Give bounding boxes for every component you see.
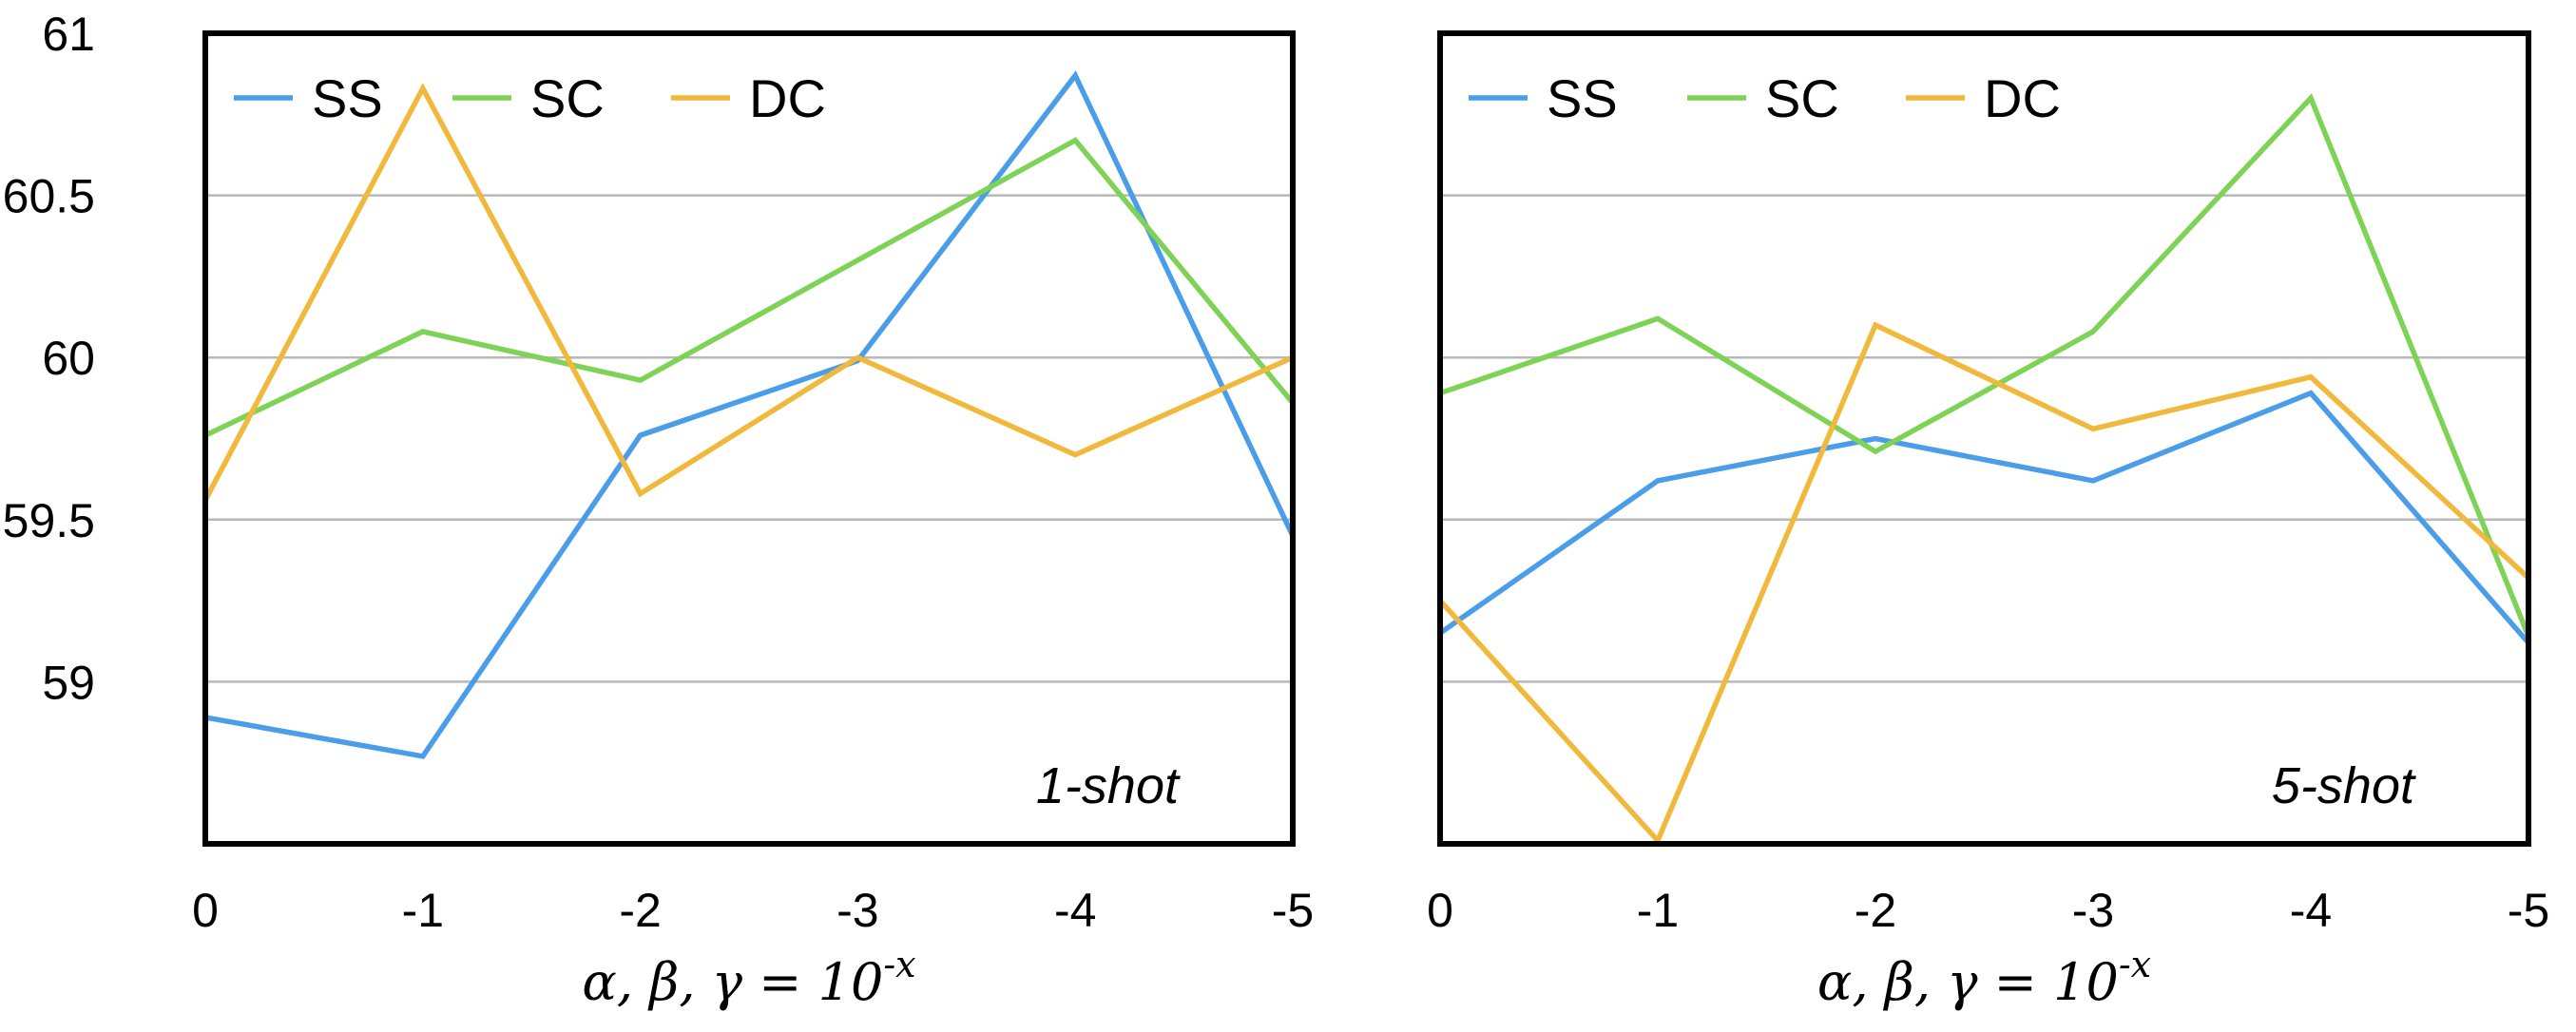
x-tick-label: -1 — [402, 884, 444, 937]
x-axis-label: α, β, γ = 10-x — [1817, 944, 2151, 1012]
x-axis-label: α, β, γ = 10-x — [582, 944, 915, 1012]
chart-panel-1: 61 60.5 60 59.5 59 0 -1 -2 -3 -4 -5 α, β, γ = 10-x 1… — [3, 8, 1315, 1012]
x-tick-label: -3 — [836, 884, 878, 937]
x-tick-label: -5 — [2508, 884, 2549, 937]
panel-annotation: 5-shot — [2272, 757, 2416, 814]
legend-label-sc: SC — [530, 68, 605, 128]
x-tick-label: -3 — [2072, 884, 2114, 937]
y-tick-label: 59 — [42, 656, 95, 709]
x-tick-label: -5 — [1272, 884, 1314, 937]
x-tick-label: -4 — [1054, 884, 1096, 937]
series-line-ss — [1438, 390, 2531, 645]
plot-frame — [202, 30, 1296, 847]
series-line-dc — [1437, 321, 2530, 846]
y-tick-label: 59.5 — [3, 494, 95, 547]
legend-label-dc: DC — [1984, 68, 2061, 128]
legend-label-ss: SS — [1547, 68, 1618, 128]
legend-label-dc: DC — [749, 68, 826, 128]
y-tick-label: 61 — [42, 8, 95, 61]
y-tick-label: 60.5 — [3, 170, 95, 223]
x-tick-label: -1 — [1637, 884, 1679, 937]
x-tick-label: -2 — [1855, 884, 1896, 937]
legend-label-sc: SC — [1765, 68, 1839, 128]
series-line-dc — [202, 83, 1295, 502]
legend-label-ss: SS — [312, 68, 383, 128]
x-tick-label: -4 — [2290, 884, 2332, 937]
panel-annotation: 1-shot — [1036, 757, 1181, 814]
x-tick-label: 0 — [1427, 884, 1453, 937]
series-line-ss — [204, 70, 1296, 759]
chart-panel-2: 0 -1 -2 -3 -4 -5 α, β, γ = 10-x 5-shot SS SC DC — [1427, 30, 2549, 1012]
x-tick-label: 0 — [192, 884, 219, 937]
y-tick-label: 60 — [42, 332, 95, 385]
series-line-sc — [203, 137, 1296, 438]
series-line-sc — [1439, 93, 2531, 638]
plot-frame — [1437, 30, 2531, 847]
x-tick-label: -2 — [619, 884, 661, 937]
